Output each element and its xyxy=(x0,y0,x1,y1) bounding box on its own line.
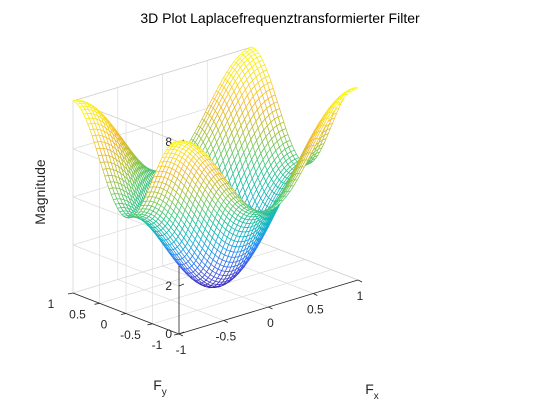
x-axis-label: Fx xyxy=(365,381,379,402)
x-tick xyxy=(223,320,228,323)
y-tick xyxy=(173,333,180,336)
box-edge xyxy=(251,238,359,281)
svg-text:Fx: Fx xyxy=(365,381,379,402)
z-tick-label: 8 xyxy=(165,135,172,149)
chart-title: 3D Plot Laplacefrequenztransformierter F… xyxy=(140,10,420,26)
labels: 3D Plot Laplacefrequenztransformierter F… xyxy=(32,10,420,402)
y-tick-label: 0.5 xyxy=(69,307,86,321)
x-tick-label: 1 xyxy=(357,289,364,303)
x-tick-label: -0.5 xyxy=(215,330,236,344)
surface-mesh xyxy=(72,46,359,288)
x-tick xyxy=(313,293,318,296)
y-tick-label: 1 xyxy=(48,297,55,311)
y-tick xyxy=(147,323,153,326)
x-tick-label: -1 xyxy=(176,343,187,357)
y-axis-label-subscript: y xyxy=(162,387,167,398)
y-tick xyxy=(67,292,74,295)
floor-gridline-y xyxy=(152,269,332,325)
y-tick xyxy=(94,302,100,305)
surface-cell xyxy=(351,87,359,90)
wall-gridline-z xyxy=(72,244,180,287)
y-tick-label: -0.5 xyxy=(120,328,141,342)
x-tick xyxy=(357,279,363,283)
svg-text:Fy: Fy xyxy=(153,377,167,398)
y-tick-label: 0 xyxy=(101,318,108,332)
z-tick-label: 2 xyxy=(165,279,172,293)
z-tick xyxy=(178,283,185,287)
x-tick-label: 0 xyxy=(267,316,274,330)
x-axis-label-base: F xyxy=(365,381,374,397)
y-axis-label: Fy xyxy=(153,377,167,398)
x-axis-label-subscript: x xyxy=(374,391,379,402)
y-axis-label-base: F xyxy=(153,377,162,393)
y-tick-label: -1 xyxy=(152,338,163,352)
box-edge xyxy=(72,46,253,102)
z-axis-label: Magnitude xyxy=(32,159,48,225)
x-tick xyxy=(268,306,273,310)
z-tick-label: 0 xyxy=(165,327,172,341)
y-tick xyxy=(120,313,127,315)
x-tick xyxy=(178,333,184,337)
x-tick-label: 0.5 xyxy=(307,303,324,317)
